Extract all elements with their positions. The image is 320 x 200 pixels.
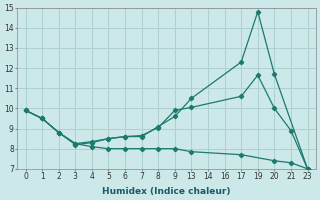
X-axis label: Humidex (Indice chaleur): Humidex (Indice chaleur) [102, 187, 231, 196]
